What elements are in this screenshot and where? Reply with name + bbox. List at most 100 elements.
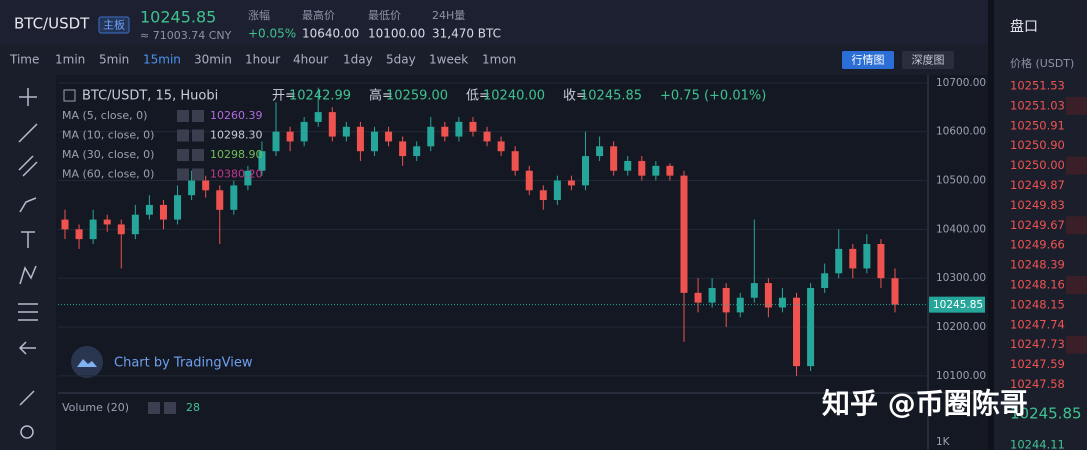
volume-label: Volume (20)	[62, 401, 129, 414]
candle-body	[736, 297, 744, 313]
view-tab[interactable]: 行情图	[852, 54, 885, 67]
ask-price: 10250.90	[1010, 138, 1065, 152]
ask-price: 10250.00	[1010, 158, 1065, 172]
candle-body	[483, 131, 491, 142]
interval-button[interactable]: Time	[9, 53, 39, 67]
measure-tool[interactable]	[18, 303, 38, 321]
drawing-tools[interactable]	[18, 88, 38, 439]
back-tool[interactable]	[18, 341, 36, 355]
ma-close	[192, 149, 204, 161]
candle-body	[624, 160, 632, 171]
badge: 主板	[103, 18, 125, 32]
ma-settings	[177, 168, 189, 181]
y-tick-label: 10700.00	[936, 77, 986, 89]
candle-body	[427, 126, 435, 147]
interval-button[interactable]: 1min	[55, 53, 85, 67]
ma-name: MA (30, close, 0)	[62, 148, 154, 161]
ohlc-value: 10240.00	[483, 89, 545, 104]
depth-bar	[1066, 335, 1087, 354]
depth-bar	[1066, 96, 1087, 115]
candle-body	[553, 180, 561, 201]
ask-price: 10248.39	[1010, 258, 1065, 272]
candle-body	[202, 180, 210, 191]
ask-price: 10249.66	[1010, 238, 1065, 252]
candle-body	[286, 131, 294, 142]
candle-body	[188, 180, 196, 196]
ask-price: 10248.15	[1010, 297, 1065, 311]
ohlc-label: 开=	[272, 89, 296, 104]
candle-body	[103, 219, 111, 225]
ask-price: 10249.67	[1010, 218, 1065, 232]
candle-body	[821, 273, 829, 288]
candle-body	[328, 112, 336, 137]
brush-tool[interactable]	[19, 197, 37, 213]
interval-button[interactable]: 1week	[429, 53, 468, 67]
header-bar	[0, 0, 988, 45]
watermark-tv: Chart by TradingView	[114, 356, 253, 371]
candle-body	[666, 165, 674, 176]
ohlc-label: 低=	[466, 89, 490, 104]
orderbook-column: 价格 (USDT)	[1010, 56, 1074, 70]
depth-bar	[1066, 276, 1087, 294]
candle-body	[610, 146, 618, 171]
candle-body	[778, 297, 786, 308]
symbol: BTC/USDT	[14, 15, 90, 33]
stat-value: +0.05%	[248, 27, 296, 41]
interval-button[interactable]: 4hour	[293, 53, 328, 67]
candle-body	[680, 175, 688, 293]
ma-value: 10260.39	[210, 109, 263, 122]
candle-body	[652, 165, 660, 176]
candle-body	[891, 278, 899, 305]
candle-body	[61, 219, 69, 230]
candle-body	[174, 195, 182, 220]
ask-price: 10251.53	[1010, 79, 1065, 93]
orderbook-title: 盘口	[1010, 18, 1038, 35]
interval-button[interactable]: 15min	[143, 53, 181, 67]
interval-button[interactable]: 1day	[343, 53, 373, 67]
candle-body	[314, 112, 322, 122]
candle-body	[370, 131, 378, 152]
ma-value: 10298.90	[210, 148, 263, 161]
ma-name: MA (10, close, 0)	[62, 129, 154, 142]
candle-body	[863, 244, 871, 269]
zoom-tool[interactable]	[20, 425, 34, 439]
candle-body	[877, 244, 885, 279]
line-tool[interactable]	[18, 123, 38, 143]
tv-logo-icon	[77, 359, 97, 367]
ma-name: MA (60, close, 0)	[62, 168, 154, 181]
candle-body	[159, 204, 167, 220]
y-tick-label: 10400.00	[936, 223, 986, 235]
channel-tool[interactable]	[18, 155, 38, 177]
ma-name: MA (5, close, 0)	[62, 109, 147, 122]
candle-body	[258, 151, 266, 171]
candle-body	[793, 297, 801, 367]
ohlc-label: 高=	[369, 88, 393, 104]
ask-price: 10249.87	[1010, 178, 1065, 192]
ask-price: 10247.58	[1010, 377, 1065, 391]
interval-button[interactable]: 5min	[99, 53, 129, 67]
ruler-tool[interactable]	[19, 390, 35, 406]
bid-price: 10244.11	[1010, 438, 1065, 450]
candle-body	[244, 170, 252, 186]
ohlc-value: 10245.85	[580, 89, 642, 104]
crosshair-tool[interactable]	[19, 88, 37, 106]
tv-logo	[71, 346, 103, 378]
candle-body	[131, 214, 139, 235]
pattern-tool[interactable]	[19, 265, 37, 285]
interval-button[interactable]: 30min	[194, 53, 232, 67]
candle-body	[722, 287, 730, 313]
view-tab[interactable]: 深度图	[912, 53, 945, 67]
candle-body	[694, 292, 702, 303]
candle-body	[582, 156, 590, 186]
candle-body	[216, 190, 224, 210]
tool-column	[0, 75, 56, 450]
text-tool[interactable]	[21, 231, 35, 248]
candle-body	[708, 287, 716, 303]
candle-body	[145, 204, 153, 215]
candle-body	[539, 190, 547, 201]
candle-body	[300, 121, 308, 142]
interval-button[interactable]: 5day	[386, 53, 416, 67]
interval-button[interactable]: 1mon	[482, 53, 516, 67]
volume-value: 28	[186, 401, 200, 414]
interval-button[interactable]: 1hour	[245, 53, 280, 67]
